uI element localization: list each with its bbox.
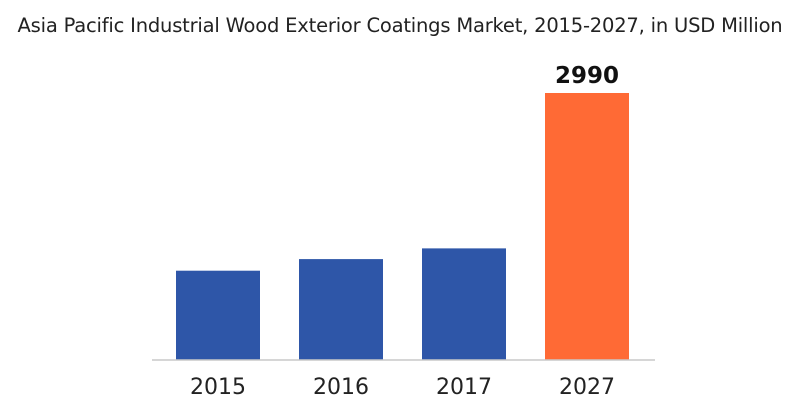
x-tick-label-2016: 2016 — [313, 375, 369, 400]
x-tick-label-2015: 2015 — [190, 375, 246, 400]
bar-2017 — [422, 248, 506, 360]
x-tick-label-2017: 2017 — [436, 375, 492, 400]
x-tick-label-2027: 2027 — [559, 375, 615, 400]
chart-title: Asia Pacific Industrial Wood Exterior Co… — [17, 14, 783, 37]
bar-2016 — [299, 259, 383, 360]
bars-layer — [176, 93, 629, 360]
bar-2027 — [545, 93, 629, 360]
labels-layer: 2015 2016 2017 2027 2990 — [190, 63, 619, 400]
data-label-2027: 2990 — [555, 63, 619, 89]
bar-2015 — [176, 270, 260, 360]
